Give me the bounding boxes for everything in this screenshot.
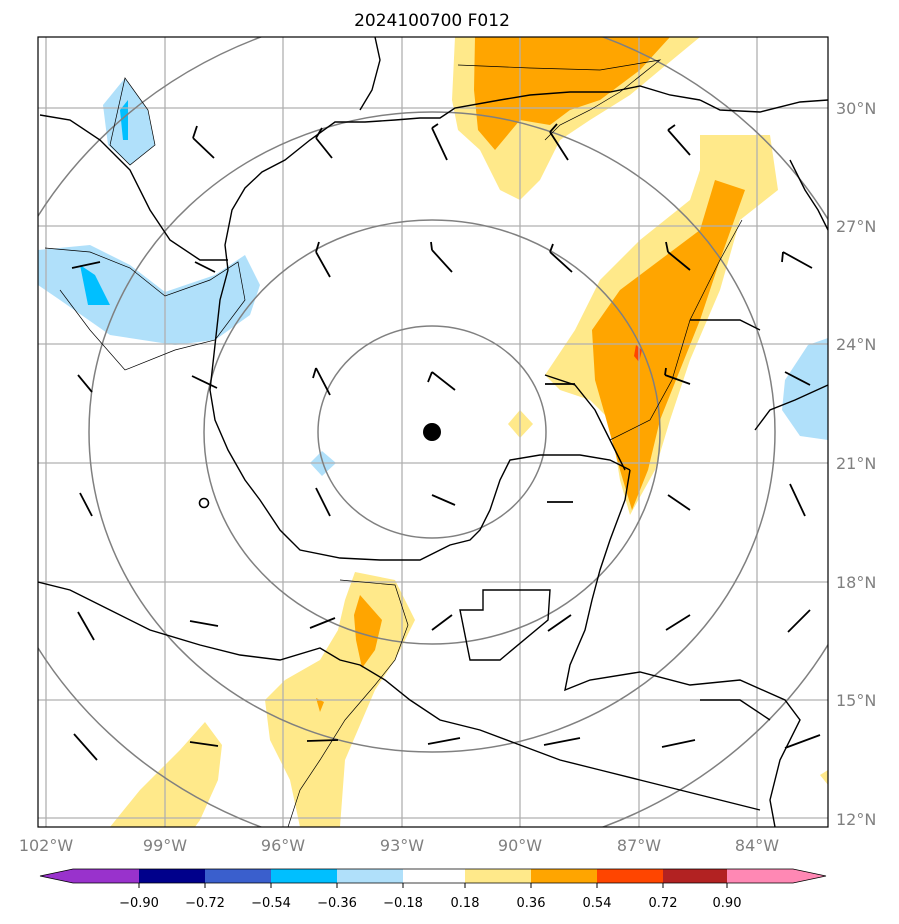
- colorbar-cell: [597, 869, 663, 883]
- colorbar-label: 0.72: [649, 896, 678, 911]
- lat-label-15: 15°N: [836, 691, 876, 710]
- lon-label-93: 93°W: [380, 836, 424, 855]
- lon-labels: 102°W 99°W 96°W 93°W 90°W 87°W 84°W: [19, 836, 779, 855]
- lat-label-21: 21°N: [836, 454, 876, 473]
- lon-label-99: 99°W: [143, 836, 187, 855]
- colorbar-label: −0.36: [317, 896, 357, 911]
- colorbar-cell: [531, 869, 597, 883]
- colorbar-cell: [205, 869, 271, 883]
- colorbar-outline: [39, 868, 827, 884]
- map-area: [38, 37, 828, 827]
- colorbar-extend-low: [40, 869, 73, 883]
- colorbar-cell: [663, 869, 727, 883]
- lon-label-90: 90°W: [498, 836, 542, 855]
- coastlines: [38, 37, 828, 827]
- gridlines: [38, 37, 828, 827]
- colorbar-cell: [73, 869, 139, 883]
- colorbar: −0.90 −0.72 −0.54 −0.36 −0.18 0.18 0.36 …: [39, 868, 827, 911]
- range-rings: [38, 37, 828, 827]
- colorbar-label: −0.90: [119, 896, 159, 911]
- lon-label-96: 96°W: [261, 836, 305, 855]
- colorbar-label: 0.54: [583, 896, 612, 911]
- colorbar-label: 0.18: [451, 896, 480, 911]
- colorbar-cell: [337, 869, 403, 883]
- map-frame: [37, 36, 829, 828]
- storm-center-marker: [423, 423, 441, 441]
- wind-barbs: [71, 123, 821, 761]
- colorbar-label: 0.90: [713, 896, 742, 911]
- map-title: 2024100700 F012: [354, 11, 510, 31]
- lon-label-102: 102°W: [19, 836, 74, 855]
- colorbar-cell: [403, 869, 465, 883]
- lon-label-87: 87°W: [617, 836, 661, 855]
- colorbar-cell: [465, 869, 531, 883]
- lat-label-18: 18°N: [836, 573, 876, 592]
- calm-wind-marker: [198, 497, 210, 509]
- lat-label-30: 30°N: [836, 99, 876, 118]
- colorbar-label: −0.18: [383, 896, 423, 911]
- lat-label-27: 27°N: [836, 217, 876, 236]
- colorbar-cell: [727, 869, 793, 883]
- colorbar-cell: [271, 869, 337, 883]
- colorbar-label: 0.36: [517, 896, 546, 911]
- colorbar-label: −0.72: [185, 896, 225, 911]
- colorbar-cell: [139, 869, 205, 883]
- lat-labels: 30°N 27°N 24°N 21°N 18°N 15°N 12°N: [836, 99, 876, 829]
- lat-label-24: 24°N: [836, 335, 876, 354]
- negative-anomaly-shading: [38, 78, 828, 476]
- colorbar-extend-high: [793, 869, 826, 883]
- colorbar-label: −0.54: [251, 896, 291, 911]
- contour-outlines: [44, 59, 743, 827]
- lon-label-84: 84°W: [735, 836, 779, 855]
- lat-label-12: 12°N: [836, 810, 876, 829]
